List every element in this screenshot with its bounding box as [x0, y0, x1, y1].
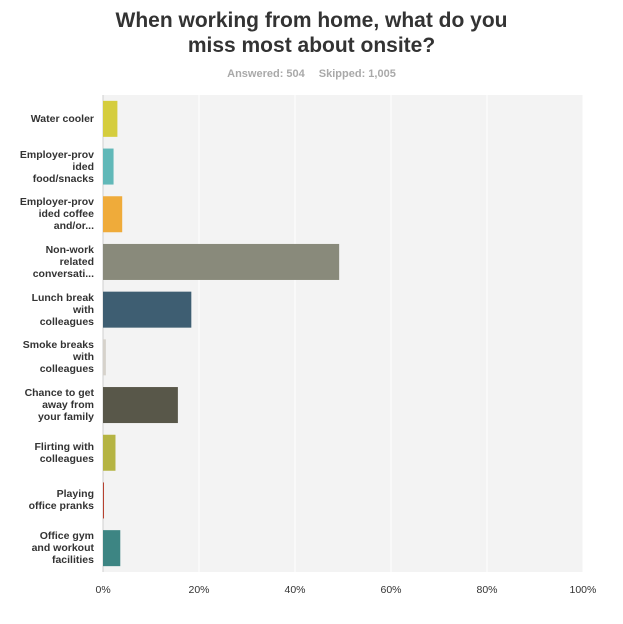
category-label-line: conversati... [32, 267, 94, 280]
x-tick-label: 100% [569, 584, 597, 596]
category-label: Lunch break with colleagues [6, 292, 94, 328]
category-label-line: Employer-prov [19, 196, 94, 209]
category-label-line: and workout [31, 542, 94, 555]
category-label-line: facilities [51, 554, 94, 567]
category-label: Water cooler [6, 113, 94, 125]
bar[interactable] [103, 482, 104, 519]
chart-title: When working from home, what do you miss… [0, 8, 623, 58]
bar[interactable] [103, 530, 121, 567]
bar[interactable] [103, 243, 340, 280]
category-label-line: Office gym [39, 530, 94, 543]
category-label: Office gym and workout facilities [6, 530, 94, 566]
category-label-line: office pranks [28, 500, 94, 513]
category-label: Non-work related conversati... [6, 244, 94, 280]
category-label: Employer-prov ided food/snacks [6, 149, 94, 185]
category-label-line: ided coffee [38, 208, 94, 221]
bar[interactable] [103, 196, 123, 233]
title-line-2: miss most about onsite? [187, 34, 436, 57]
bar[interactable] [103, 434, 116, 471]
category-label: Flirting with colleagues [6, 440, 95, 465]
category-label-line: colleagues [39, 363, 94, 376]
x-tick-label: 0% [95, 584, 111, 596]
category-label-line: Lunch break [31, 291, 94, 304]
x-tick-label: 80% [476, 584, 498, 596]
category-label-line: Flirting with [34, 440, 95, 453]
plot-area [103, 95, 583, 572]
answered-count: Answered: 504 [227, 68, 305, 80]
category-label-line: related [59, 255, 94, 268]
category-label-line: colleagues [39, 315, 94, 328]
category-label-line: Chance to get [24, 387, 94, 400]
category-label-line: Employer-prov [19, 148, 94, 161]
category-label: Chance to get away from your family [6, 387, 94, 423]
category-label: Employer-prov ided coffee and/or... [6, 196, 94, 232]
title-line-1: When working from home, what do you [115, 9, 508, 32]
response-stats: Answered: 504 Skipped: 1,005 [0, 68, 623, 80]
category-label-line: Water cooler [30, 112, 94, 125]
category-label-line: with [73, 303, 94, 316]
category-label-line: Smoke breaks [22, 339, 94, 352]
category-label-line: food/snacks [32, 172, 94, 185]
bar[interactable] [103, 100, 118, 137]
category-label-line: Non-work [45, 243, 94, 256]
x-tick-label: 20% [188, 584, 210, 596]
skipped-count: Skipped: 1,005 [318, 68, 396, 80]
x-tick-label: 40% [284, 584, 306, 596]
bar[interactable] [103, 339, 106, 376]
category-label-line: ided [72, 160, 94, 173]
category-label-line: Playing [56, 488, 94, 501]
bar[interactable] [103, 148, 114, 185]
category-label-line: and/or... [53, 220, 94, 233]
category-label-line: colleagues [39, 452, 94, 465]
category-label: Smoke breaks with colleagues [6, 339, 94, 375]
bar[interactable] [103, 387, 178, 424]
category-label-line: with [73, 351, 94, 364]
bar[interactable] [103, 291, 192, 328]
x-tick-label: 60% [380, 584, 402, 596]
category-label: Playing office pranks [6, 488, 94, 512]
category-label-line: your family [37, 411, 94, 424]
category-label-line: away from [42, 399, 94, 412]
